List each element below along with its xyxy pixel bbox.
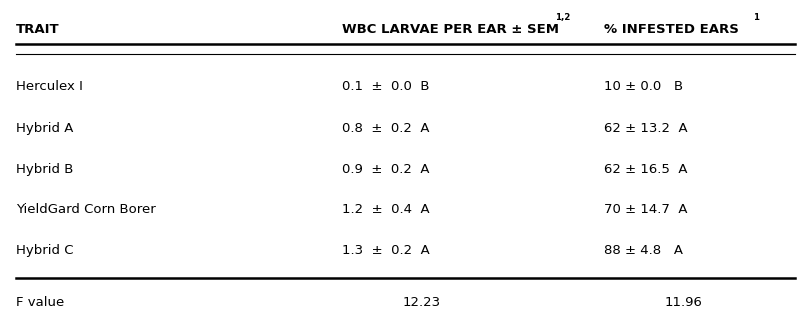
Text: 0.1  ±  0.0  B: 0.1 ± 0.0 B	[342, 80, 429, 93]
Text: 88 ± 4.8   A: 88 ± 4.8 A	[604, 244, 683, 257]
Text: 62 ± 16.5  A: 62 ± 16.5 A	[604, 163, 688, 176]
Text: 11.96: 11.96	[665, 296, 702, 309]
Text: YieldGard Corn Borer: YieldGard Corn Borer	[16, 204, 156, 216]
Text: Hybrid C: Hybrid C	[16, 244, 74, 257]
Text: Hybrid B: Hybrid B	[16, 163, 74, 176]
Text: WBC LARVAE PER EAR ± SEM: WBC LARVAE PER EAR ± SEM	[342, 23, 559, 36]
Text: Herculex I: Herculex I	[16, 80, 83, 93]
Text: 10 ± 0.0   B: 10 ± 0.0 B	[604, 80, 684, 93]
Text: 0.8  ±  0.2  A: 0.8 ± 0.2 A	[342, 122, 429, 135]
Text: 70 ± 14.7  A: 70 ± 14.7 A	[604, 204, 688, 216]
Text: 1.3  ±  0.2  A: 1.3 ± 0.2 A	[342, 244, 430, 257]
Text: 1,2: 1,2	[555, 14, 570, 23]
Text: 12.23: 12.23	[402, 296, 440, 309]
Text: 1.2  ±  0.4  A: 1.2 ± 0.4 A	[342, 204, 430, 216]
Text: 1: 1	[753, 14, 759, 23]
Text: 0.9  ±  0.2  A: 0.9 ± 0.2 A	[342, 163, 429, 176]
Text: TRAIT: TRAIT	[16, 23, 60, 36]
Text: 62 ± 13.2  A: 62 ± 13.2 A	[604, 122, 688, 135]
Text: Hybrid A: Hybrid A	[16, 122, 74, 135]
Text: F value: F value	[16, 296, 64, 309]
Text: % INFESTED EARS: % INFESTED EARS	[604, 23, 739, 36]
